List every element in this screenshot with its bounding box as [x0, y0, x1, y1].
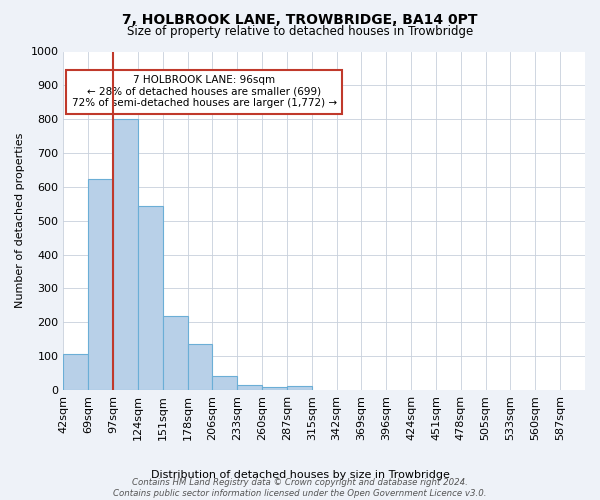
Text: Size of property relative to detached houses in Trowbridge: Size of property relative to detached ho… [127, 25, 473, 38]
Bar [188, 344, 212, 390]
Bar [163, 316, 188, 390]
Bar [212, 376, 237, 390]
Text: Contains HM Land Registry data © Crown copyright and database right 2024.
Contai: Contains HM Land Registry data © Crown c… [113, 478, 487, 498]
Y-axis label: Number of detached properties: Number of detached properties [15, 133, 25, 308]
Text: 7 HOLBROOK LANE: 96sqm
← 28% of detached houses are smaller (699)
72% of semi-de: 7 HOLBROOK LANE: 96sqm ← 28% of detached… [71, 75, 337, 108]
Bar [138, 206, 163, 390]
Bar [237, 384, 262, 390]
Text: 7, HOLBROOK LANE, TROWBRIDGE, BA14 0PT: 7, HOLBROOK LANE, TROWBRIDGE, BA14 0PT [122, 12, 478, 26]
Bar [287, 386, 312, 390]
Bar [88, 180, 113, 390]
Bar [113, 119, 138, 390]
Bar [262, 386, 287, 390]
Text: Distribution of detached houses by size in Trowbridge: Distribution of detached houses by size … [151, 470, 449, 480]
Bar [64, 354, 88, 390]
